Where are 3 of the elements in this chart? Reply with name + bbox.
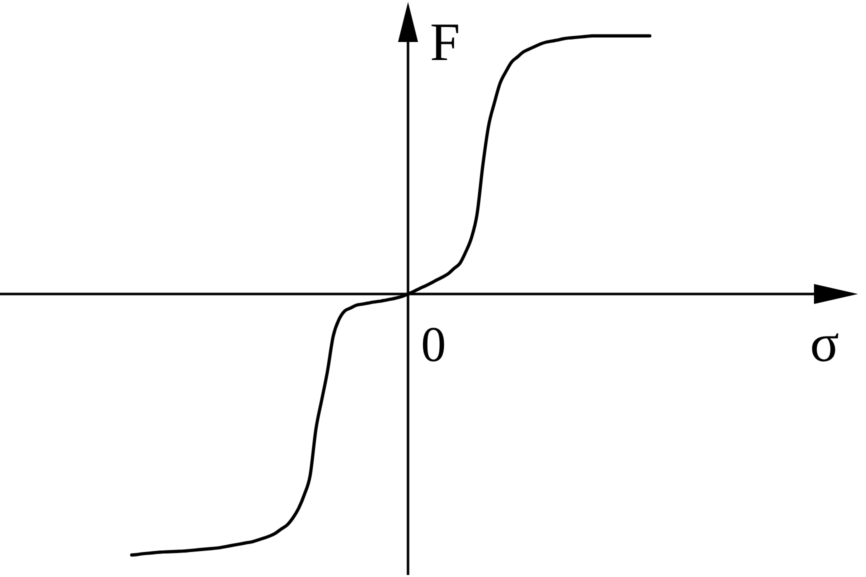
x-axis-title: σ bbox=[810, 313, 840, 373]
y-axis-title: F bbox=[430, 12, 460, 72]
annotation: 0 bbox=[421, 316, 446, 372]
